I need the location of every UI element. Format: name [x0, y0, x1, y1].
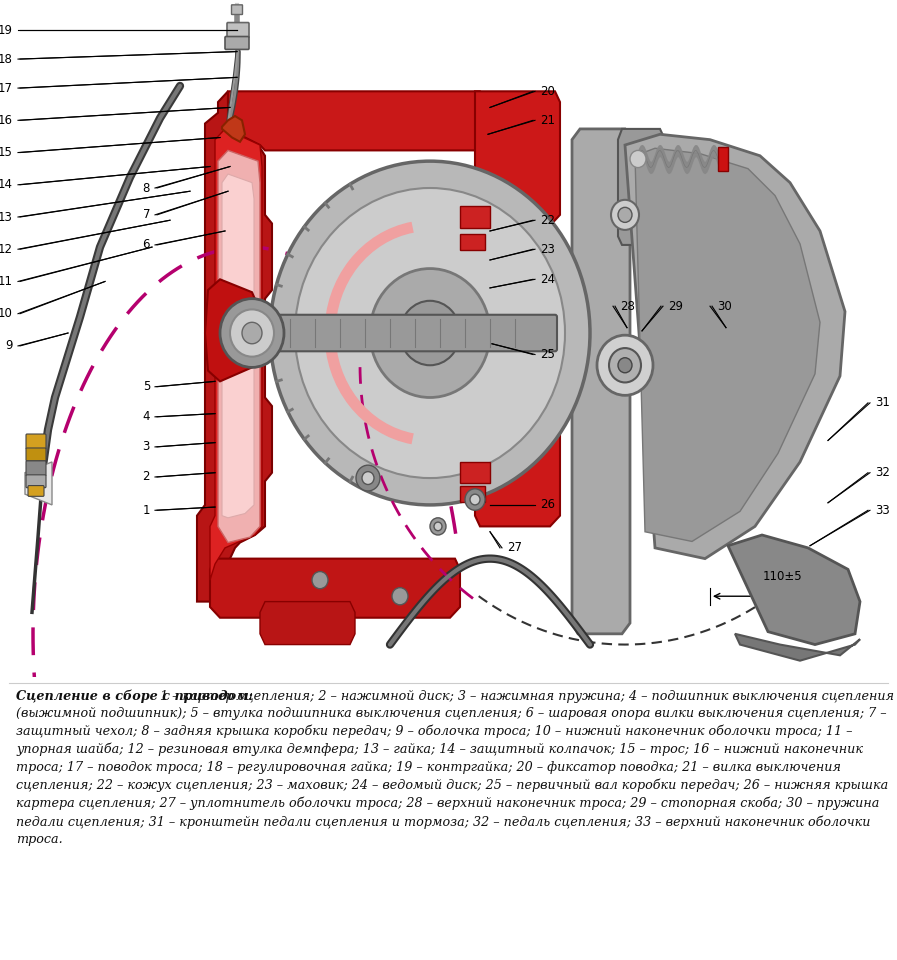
Circle shape [312, 571, 328, 588]
Text: 5: 5 [143, 380, 150, 394]
Polygon shape [735, 634, 860, 660]
Text: 19: 19 [0, 24, 13, 36]
Text: 20: 20 [540, 84, 555, 98]
Circle shape [362, 471, 374, 485]
Polygon shape [25, 462, 52, 505]
Circle shape [370, 269, 490, 397]
Text: 3: 3 [143, 441, 150, 453]
Circle shape [356, 466, 380, 491]
Text: 24: 24 [540, 273, 555, 286]
Bar [460, 462, 490, 484]
FancyBboxPatch shape [227, 22, 249, 37]
Text: 27: 27 [507, 541, 522, 554]
Polygon shape [222, 174, 254, 517]
Circle shape [597, 335, 653, 396]
Polygon shape [618, 129, 665, 245]
Text: 21: 21 [540, 114, 555, 127]
Text: 1: 1 [143, 504, 150, 516]
Bar [460, 234, 485, 251]
Polygon shape [222, 116, 245, 142]
FancyBboxPatch shape [231, 5, 242, 14]
Polygon shape [475, 323, 560, 526]
Text: 30: 30 [717, 300, 732, 313]
Text: Сцепление в сборе с приводом:: Сцепление в сборе с приводом: [16, 689, 253, 703]
Text: 7: 7 [143, 208, 150, 222]
Text: 12: 12 [0, 243, 13, 255]
Polygon shape [572, 129, 630, 634]
Text: 31: 31 [875, 396, 890, 409]
Text: 8: 8 [143, 181, 150, 195]
Text: 25: 25 [540, 348, 555, 361]
Text: 10: 10 [0, 307, 13, 321]
Circle shape [611, 200, 639, 229]
Text: 15: 15 [0, 146, 13, 159]
Circle shape [270, 161, 590, 505]
Polygon shape [260, 602, 355, 644]
Circle shape [470, 494, 480, 505]
FancyBboxPatch shape [213, 315, 557, 351]
FancyBboxPatch shape [28, 486, 44, 496]
Polygon shape [210, 129, 262, 580]
Text: 17: 17 [0, 82, 13, 95]
Polygon shape [210, 559, 460, 617]
Circle shape [418, 320, 442, 346]
Text: 6: 6 [143, 238, 150, 252]
Circle shape [220, 299, 284, 368]
FancyBboxPatch shape [26, 461, 46, 476]
Circle shape [618, 358, 632, 372]
Circle shape [609, 348, 641, 382]
Polygon shape [625, 134, 845, 559]
Polygon shape [197, 91, 272, 602]
Polygon shape [205, 279, 258, 381]
Polygon shape [475, 91, 560, 226]
Text: 14: 14 [0, 179, 13, 191]
Bar [460, 206, 490, 228]
Circle shape [400, 300, 460, 365]
Bar [460, 486, 485, 502]
Circle shape [465, 489, 485, 511]
Text: 29: 29 [668, 300, 683, 313]
Text: 1 – картер сцепления; 2 – нажимной диск; 3 – нажимная пружина; 4 – подшипник вык: 1 – картер сцепления; 2 – нажимной диск;… [16, 689, 894, 846]
FancyBboxPatch shape [26, 475, 46, 488]
Text: 13: 13 [0, 210, 13, 224]
Text: 110±5: 110±5 [762, 570, 802, 584]
FancyBboxPatch shape [26, 448, 46, 461]
Polygon shape [218, 151, 260, 542]
Circle shape [630, 151, 646, 168]
Text: 23: 23 [540, 243, 555, 255]
Circle shape [618, 207, 632, 223]
Text: 2: 2 [143, 470, 150, 484]
Text: 9: 9 [5, 340, 13, 352]
Circle shape [242, 323, 262, 344]
Polygon shape [228, 91, 490, 151]
Text: 33: 33 [875, 504, 890, 516]
Text: 22: 22 [540, 214, 555, 227]
Circle shape [230, 309, 274, 357]
FancyBboxPatch shape [225, 36, 249, 49]
Text: 18: 18 [0, 53, 13, 65]
Text: 28: 28 [620, 300, 635, 313]
Circle shape [434, 522, 442, 531]
Polygon shape [728, 535, 860, 644]
Text: 16: 16 [0, 114, 13, 127]
Polygon shape [635, 148, 820, 541]
Bar [718, 147, 728, 171]
Text: 4: 4 [143, 410, 150, 423]
FancyBboxPatch shape [26, 434, 46, 449]
Text: 11: 11 [0, 275, 13, 288]
Text: 26: 26 [540, 498, 555, 512]
Circle shape [430, 517, 446, 535]
Circle shape [295, 188, 565, 478]
Text: 32: 32 [875, 467, 890, 479]
Circle shape [392, 588, 408, 605]
